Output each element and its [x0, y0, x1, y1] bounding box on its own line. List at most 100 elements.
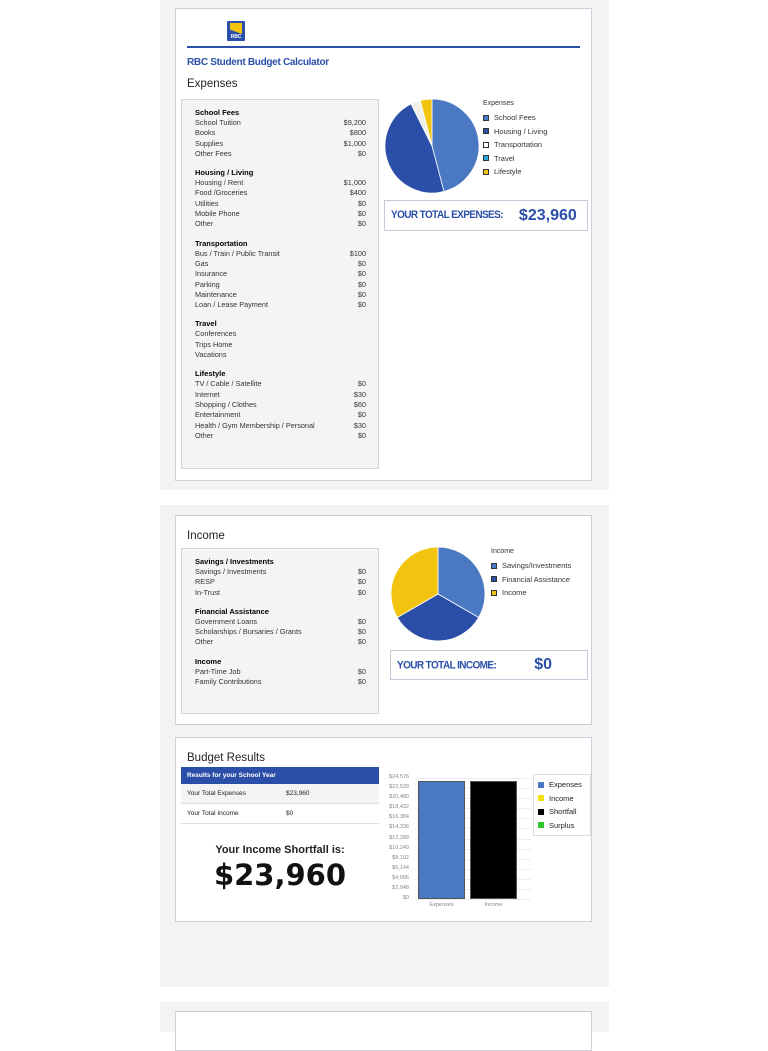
line-item-label: Parking [195, 279, 220, 289]
line-item-value[interactable]: $0 [357, 627, 366, 637]
expenses-legend: Expenses School Fees Housing / Living Trans… [483, 100, 547, 179]
line-item[interactable]: School Tuition $9,200 [195, 118, 366, 128]
line-item-label: Other [195, 637, 214, 647]
line-item[interactable]: Conferences [195, 329, 366, 339]
line-item-value[interactable]: $0 [357, 289, 366, 299]
line-item-label: Mobile Phone [195, 209, 240, 219]
line-item-label: Housing / Rent [195, 178, 244, 188]
line-item[interactable]: Shopping / Clothes $60 [195, 400, 366, 410]
line-item-value[interactable]: $0 [357, 258, 366, 268]
line-item-value[interactable]: $0 [357, 587, 366, 597]
line-item-value[interactable]: $60 [353, 399, 366, 409]
legend-swatch-icon [491, 562, 497, 569]
income-title: Income [187, 530, 225, 542]
line-item-value[interactable]: $400 [349, 188, 366, 198]
line-item[interactable]: Loan / Lease Payment $0 [195, 300, 366, 310]
line-item[interactable]: Scholarships / Bursaries / Grants $0 [195, 627, 366, 637]
line-item-value[interactable]: $30 [353, 389, 366, 399]
line-item[interactable]: Bus / Train / Public Transit $100 [195, 249, 366, 259]
line-item-label: Entertainment [195, 410, 241, 420]
line-item-value[interactable]: $30 [353, 420, 366, 430]
line-item-value[interactable]: $0 [357, 198, 366, 208]
line-item[interactable]: Trips Home [195, 340, 366, 350]
legend-swatch-icon [483, 141, 489, 148]
total-expenses-box: YOUR TOTAL EXPENSES: $23,960 [384, 200, 588, 231]
line-item[interactable]: Government Loans $0 [195, 617, 366, 627]
line-item[interactable]: Other Fees $0 [195, 149, 366, 159]
line-item-value[interactable]: $0 [357, 219, 366, 229]
app-title: RBC Student Budget Calculator [187, 57, 329, 68]
line-item[interactable]: Maintenance $0 [195, 290, 366, 300]
line-item[interactable]: In-Trust $0 [195, 588, 366, 598]
legend-swatch-icon [491, 576, 497, 583]
expenses-panel: School Fees School Tuition $9,200 Books $800… [181, 99, 379, 469]
line-item[interactable]: Utilities $0 [195, 199, 366, 209]
category-group: Housing / Living Housing / Rent $1,000 Food… [195, 168, 366, 229]
line-item-value[interactable]: $0 [357, 209, 366, 219]
legend-item: Travel [483, 152, 547, 166]
results-table: Results for your School Year Your Total … [181, 767, 379, 824]
line-item[interactable]: Part-Time Job $0 [195, 667, 366, 677]
line-item[interactable]: RESP $0 [195, 577, 366, 587]
line-item[interactable]: TV / Cable / Satellite $0 [195, 379, 366, 389]
income-panel: Savings / Investments Savings / Investmen… [181, 548, 379, 714]
legend-item: School Fees [483, 111, 547, 125]
line-item[interactable]: Other $0 [195, 637, 366, 647]
pie-slice [431, 98, 480, 192]
line-item-value[interactable]: $0 [357, 577, 366, 587]
category-heading: Housing / Living [195, 168, 254, 178]
line-item-value[interactable]: $0 [357, 410, 366, 420]
line-item-value[interactable]: $1,000 [343, 178, 366, 188]
line-item-label: Savings / Investments [195, 567, 267, 576]
line-item-label: Insurance [195, 269, 228, 279]
line-item[interactable]: Supplies $1,000 [195, 139, 366, 149]
y-tick-label: $12,288 [389, 834, 409, 841]
x-tick-label: Expenses [429, 902, 454, 908]
line-item-label: Part-Time Job [195, 666, 241, 676]
legend-item: Savings/Investments [491, 559, 571, 573]
pie-slice [384, 103, 445, 194]
line-item[interactable]: Health / Gym Membership / Personal $30 [195, 421, 366, 431]
results-bar-chart: $0 $2,048 $4,096 $6,144 $8,192 $10,240 $12,288… [381, 768, 531, 913]
line-item-value[interactable]: $1,000 [343, 138, 366, 148]
shortfall-label: Your Income Shortfall is: [215, 844, 345, 856]
line-item-value[interactable]: $800 [349, 128, 366, 138]
line-item[interactable]: Family Contributions $0 [195, 677, 366, 687]
line-item[interactable]: Books $800 [195, 128, 366, 138]
line-item-value[interactable]: $0 [357, 279, 366, 289]
line-item-value[interactable]: $0 [357, 616, 366, 626]
line-item-value[interactable]: $0 [357, 379, 366, 389]
line-item-value[interactable]: $100 [349, 248, 366, 258]
y-tick-label: $14,336 [389, 824, 409, 831]
line-item-value[interactable]: $0 [357, 567, 366, 576]
legend-item: Income [491, 586, 571, 600]
line-item-value[interactable]: $0 [357, 677, 366, 687]
line-item-value[interactable]: $0 [357, 269, 366, 279]
line-item[interactable]: Insurance $0 [195, 269, 366, 279]
line-item[interactable]: Gas $0 [195, 259, 366, 269]
line-item-value[interactable]: $9,200 [343, 118, 366, 127]
line-item-label: Books [195, 128, 216, 138]
line-item-value[interactable]: $0 [357, 666, 366, 676]
pie-slice [419, 98, 433, 147]
category-group: School Fees School Tuition $9,200 Books $800… [195, 108, 366, 159]
pie-slice [437, 546, 486, 619]
category-heading: Financial Assistance [195, 606, 269, 616]
line-item[interactable]: Other $0 [195, 431, 366, 441]
line-item[interactable]: Internet $30 [195, 390, 366, 400]
legend-item: Income [538, 792, 586, 806]
line-item[interactable]: Savings / Investments $0 [195, 567, 366, 577]
rbc-logo-icon: RBC [227, 21, 245, 41]
line-item-value[interactable]: $0 [357, 300, 366, 310]
line-item-value[interactable]: $0 [357, 430, 366, 440]
line-item[interactable]: Other $0 [195, 219, 366, 229]
legend-swatch-icon [538, 795, 544, 802]
line-item[interactable]: Vacations [195, 350, 366, 360]
line-item[interactable]: Food /Groceries $400 [195, 188, 366, 198]
line-item[interactable]: Housing / Rent $1,000 [195, 178, 366, 188]
line-item-value[interactable]: $0 [357, 637, 366, 647]
line-item[interactable]: Mobile Phone $0 [195, 209, 366, 219]
line-item[interactable]: Parking $0 [195, 280, 366, 290]
line-item-value[interactable]: $0 [357, 148, 366, 158]
line-item[interactable]: Entertainment $0 [195, 410, 366, 420]
